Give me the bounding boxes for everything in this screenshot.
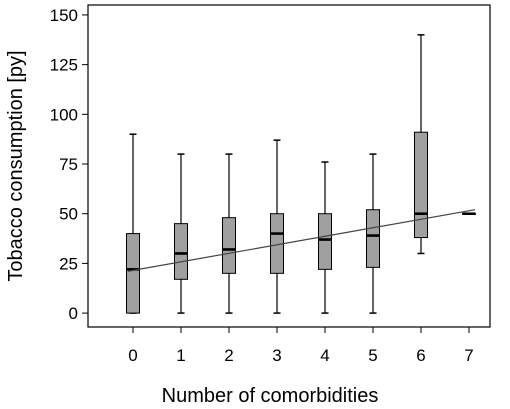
x-tick-label: 2 xyxy=(224,346,233,365)
y-tick-label: 100 xyxy=(50,105,78,124)
iqr-box xyxy=(318,213,332,270)
y-tick-label: 0 xyxy=(69,304,78,323)
y-tick-label: 75 xyxy=(59,155,78,174)
box-category-0 xyxy=(126,133,140,314)
y-tick-label: 50 xyxy=(59,205,78,224)
x-axis-title: Number of comorbidities xyxy=(162,385,379,407)
x-tick-label: 0 xyxy=(128,346,137,365)
y-tick-label: 125 xyxy=(50,56,78,75)
iqr-box xyxy=(174,223,188,280)
x-tick-label: 4 xyxy=(320,346,329,365)
iqr-box xyxy=(414,131,428,239)
box-category-7 xyxy=(462,212,476,216)
x-tick-label: 3 xyxy=(272,346,281,365)
box-category-1 xyxy=(174,153,188,314)
y-tick-label: 150 xyxy=(50,6,78,25)
boxes xyxy=(126,34,476,314)
iqr-box xyxy=(126,233,140,314)
x-tick-label: 1 xyxy=(176,346,185,365)
plot-frame xyxy=(87,4,491,328)
x-tick-label: 7 xyxy=(464,346,473,365)
x-tick-label: 5 xyxy=(368,346,377,365)
x-axis: 0 1 2 3 4 5 6 7 xyxy=(128,327,474,365)
iqr-box xyxy=(222,217,236,274)
box-category-2 xyxy=(222,153,236,314)
y-axis-title: Tobacco consumption [py] xyxy=(5,50,27,281)
box-category-3 xyxy=(270,139,284,314)
box-category-5 xyxy=(366,153,380,314)
trend-line xyxy=(127,209,476,272)
y-axis: 0 25 50 75 100 125 150 xyxy=(50,6,88,323)
box-category-6 xyxy=(414,34,428,255)
iqr-box xyxy=(366,209,380,268)
y-tick-label: 25 xyxy=(59,254,78,273)
x-tick-label: 6 xyxy=(416,346,425,365)
box-category-4 xyxy=(318,161,332,314)
